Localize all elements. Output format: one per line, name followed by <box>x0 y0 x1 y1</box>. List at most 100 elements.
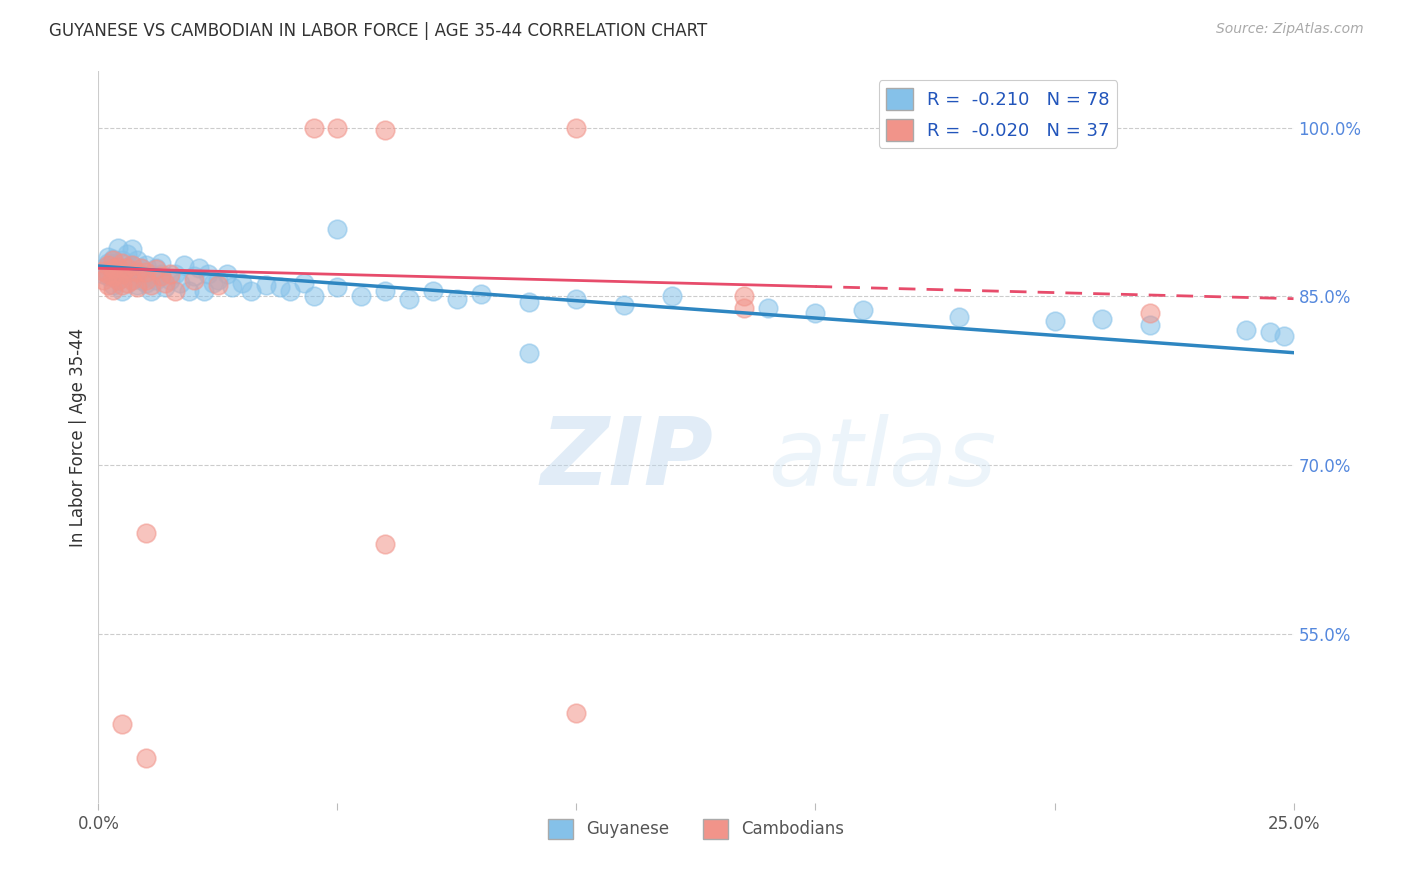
Point <box>107 272 129 286</box>
Point <box>221 280 243 294</box>
Point <box>565 706 588 720</box>
Point <box>135 272 157 286</box>
Point <box>149 269 172 284</box>
Point <box>111 267 134 281</box>
Point <box>326 222 349 236</box>
Point <box>149 255 172 269</box>
Text: ZIP: ZIP <box>541 413 713 505</box>
Text: GUYANESE VS CAMBODIAN IN LABOR FORCE | AGE 35-44 CORRELATION CHART: GUYANESE VS CAMBODIAN IN LABOR FORCE | A… <box>49 22 707 40</box>
Point <box>97 255 120 269</box>
Point <box>101 269 124 284</box>
Point <box>422 284 444 298</box>
Point <box>193 284 215 298</box>
Point <box>197 267 219 281</box>
Y-axis label: In Labor Force | Age 35-44: In Labor Force | Age 35-44 <box>69 327 87 547</box>
Point <box>145 262 167 277</box>
Point <box>470 287 492 301</box>
Point <box>804 306 827 320</box>
Point <box>125 265 148 279</box>
Point <box>135 276 157 290</box>
Point <box>202 276 225 290</box>
Point <box>125 280 148 294</box>
Point <box>139 267 162 281</box>
Point <box>517 295 540 310</box>
Point <box>121 272 143 286</box>
Point <box>121 242 143 256</box>
Point <box>107 260 129 275</box>
Point <box>1258 326 1281 340</box>
Point <box>179 284 201 298</box>
Point <box>121 258 143 272</box>
Point <box>231 276 253 290</box>
Point <box>374 537 396 551</box>
Point <box>302 289 325 303</box>
Point <box>149 267 172 281</box>
Point <box>125 253 148 268</box>
Point <box>139 284 162 298</box>
Point <box>111 717 134 731</box>
Point <box>101 261 124 276</box>
Point <box>101 265 124 279</box>
Point <box>733 301 755 315</box>
Point <box>135 751 157 765</box>
Point <box>852 302 875 317</box>
Point <box>565 120 588 135</box>
Point <box>169 276 191 290</box>
Point <box>125 267 148 281</box>
Point <box>374 123 396 137</box>
Point <box>115 260 138 275</box>
Point <box>97 269 120 284</box>
Point <box>163 267 186 281</box>
Point <box>139 278 162 293</box>
Point <box>1043 314 1066 328</box>
Point <box>183 272 205 286</box>
Point <box>733 289 755 303</box>
Point <box>115 246 138 260</box>
Point <box>107 272 129 286</box>
Point <box>326 280 349 294</box>
Point <box>302 120 325 135</box>
Text: Source: ZipAtlas.com: Source: ZipAtlas.com <box>1216 22 1364 37</box>
Point <box>159 267 181 281</box>
Point <box>1272 328 1295 343</box>
Point <box>240 284 263 298</box>
Point <box>121 258 143 272</box>
Point <box>115 261 138 276</box>
Point <box>97 258 120 272</box>
Point <box>101 253 124 268</box>
Point <box>91 263 114 277</box>
Point <box>101 278 124 293</box>
Point <box>326 120 349 135</box>
Point <box>155 280 177 294</box>
Point <box>446 292 468 306</box>
Point <box>97 260 120 275</box>
Point <box>187 261 209 276</box>
Point <box>374 284 396 298</box>
Point <box>163 284 186 298</box>
Point <box>97 250 120 264</box>
Point <box>115 276 138 290</box>
Point <box>217 267 239 281</box>
Point <box>613 298 636 312</box>
Point <box>91 272 114 286</box>
Point <box>145 272 167 286</box>
Point <box>111 267 134 281</box>
Point <box>1234 323 1257 337</box>
Point <box>269 280 291 294</box>
Point <box>207 278 229 293</box>
Point <box>183 269 205 284</box>
Point <box>121 272 143 286</box>
Legend: Guyanese, Cambodians: Guyanese, Cambodians <box>541 812 851 846</box>
Point <box>135 525 157 540</box>
Point <box>135 265 157 279</box>
Point <box>350 289 373 303</box>
Point <box>159 272 181 286</box>
Point <box>91 261 114 276</box>
Point <box>101 252 124 267</box>
Point <box>756 301 779 315</box>
Point <box>131 261 153 276</box>
Point <box>1091 312 1114 326</box>
Point <box>125 278 148 293</box>
Point <box>254 278 277 293</box>
Point <box>278 284 301 298</box>
